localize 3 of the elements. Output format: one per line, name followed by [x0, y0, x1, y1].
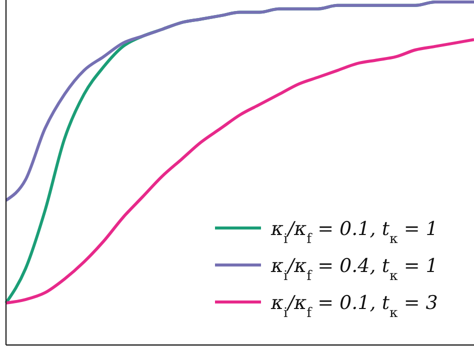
legend-label: κ$_{i}$/κ$_{f}$ = 0.1, t$_{κ}$ = 1	[270, 218, 438, 246]
legend-label: κ$_{i}$/κ$_{f}$ = 0.4, t$_{κ}$ = 1	[270, 255, 438, 284]
legend-label: κ$_{i}$/κ$_{f}$ = 0.1, t$_{κ}$ = 3	[270, 292, 438, 320]
